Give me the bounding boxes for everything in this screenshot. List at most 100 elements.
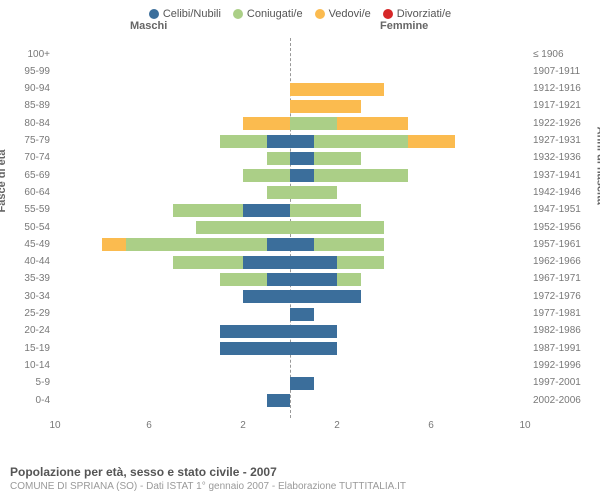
birth-year-label: 2002-2006 — [533, 396, 595, 406]
bar-segment — [314, 135, 408, 148]
female-bar — [290, 290, 361, 303]
pyramid-row — [55, 135, 525, 148]
legend-item: Divorziati/e — [383, 8, 451, 20]
age-label: 15-19 — [0, 344, 50, 354]
pyramid-row — [55, 204, 525, 217]
pyramid-row — [55, 65, 525, 78]
age-label: 25-29 — [0, 309, 50, 319]
gender-header: Maschi Femmine — [0, 20, 600, 38]
female-header: Femmine — [380, 20, 428, 32]
bar-segment — [314, 169, 408, 182]
male-bar — [102, 238, 290, 251]
bar-segment — [220, 325, 291, 338]
bar-segment — [220, 273, 267, 286]
pyramid-row — [55, 377, 525, 390]
female-bar — [290, 117, 408, 130]
age-label: 100+ — [0, 50, 50, 60]
pyramid-row — [55, 169, 525, 182]
pyramid-row — [55, 325, 525, 338]
legend-label: Vedovi/e — [329, 8, 371, 20]
bar-segment — [243, 204, 290, 217]
x-tick: 2 — [240, 420, 246, 431]
female-bar — [290, 204, 361, 217]
female-bar — [290, 342, 337, 355]
female-bar — [290, 169, 408, 182]
bar-segment — [220, 342, 291, 355]
bar-segment — [290, 238, 314, 251]
birth-year-label: 1962-1966 — [533, 257, 595, 267]
age-label: 80-84 — [0, 119, 50, 129]
age-label: 35-39 — [0, 274, 50, 284]
age-label: 75-79 — [0, 136, 50, 146]
male-bar — [267, 394, 291, 407]
male-bar — [220, 325, 291, 338]
birth-year-label: 1997-2001 — [533, 378, 595, 388]
bar-segment — [267, 152, 291, 165]
bar-segment — [290, 186, 337, 199]
legend-dot — [149, 9, 159, 19]
bar-segment — [243, 117, 290, 130]
birth-year-label: 1977-1981 — [533, 309, 595, 319]
x-tick: 10 — [519, 420, 530, 431]
bar-segment — [314, 238, 385, 251]
age-label: 90-94 — [0, 84, 50, 94]
bar-segment — [267, 238, 291, 251]
age-label: 85-89 — [0, 101, 50, 111]
pyramid-row — [55, 186, 525, 199]
bar-segment — [243, 256, 290, 269]
age-label: 45-49 — [0, 240, 50, 250]
male-bar — [267, 152, 291, 165]
chart-source: COMUNE DI SPRIANA (SO) - Dati ISTAT 1° g… — [10, 481, 406, 492]
female-bar — [290, 325, 337, 338]
pyramid-row — [55, 273, 525, 286]
bar-segment — [267, 135, 291, 148]
bar-segment — [173, 256, 244, 269]
bar-segment — [267, 273, 291, 286]
female-bar — [290, 152, 361, 165]
bar-segment — [102, 238, 126, 251]
legend-item: Vedovi/e — [315, 8, 371, 20]
pyramid-row — [55, 152, 525, 165]
age-label: 60-64 — [0, 188, 50, 198]
female-bar — [290, 238, 384, 251]
female-bar — [290, 100, 361, 113]
pyramid-row — [55, 342, 525, 355]
birth-year-label: 1967-1971 — [533, 274, 595, 284]
female-bar — [290, 273, 361, 286]
birth-year-label: 1907-1911 — [533, 67, 595, 77]
bar-segment — [290, 342, 337, 355]
pyramid-row — [55, 83, 525, 96]
male-bar — [220, 342, 291, 355]
male-bar — [173, 256, 291, 269]
bar-segment — [290, 204, 361, 217]
footer: Popolazione per età, sesso e stato civil… — [10, 465, 406, 492]
female-bar — [290, 256, 384, 269]
birth-year-label: 1947-1951 — [533, 205, 595, 215]
bar-segment — [290, 83, 384, 96]
bar-segment — [408, 135, 455, 148]
pyramid-row — [55, 117, 525, 130]
x-tick: 2 — [334, 420, 340, 431]
age-label: 55-59 — [0, 205, 50, 215]
pyramid-row — [55, 221, 525, 234]
female-bar — [290, 308, 314, 321]
bar-segment — [337, 273, 361, 286]
birth-year-label: 1927-1931 — [533, 136, 595, 146]
bar-segment — [267, 186, 291, 199]
pyramid-row — [55, 359, 525, 372]
legend-item: Coniugati/e — [233, 8, 303, 20]
bar-segment — [196, 221, 290, 234]
birth-year-label: ≤ 1906 — [533, 50, 595, 60]
male-bar — [173, 204, 291, 217]
bar-segment — [243, 169, 290, 182]
male-bar — [243, 169, 290, 182]
female-bar — [290, 186, 337, 199]
bar-segment — [290, 100, 361, 113]
pyramid-row — [55, 256, 525, 269]
bar-segment — [220, 135, 267, 148]
male-header: Maschi — [130, 20, 167, 32]
bar-segment — [126, 238, 267, 251]
age-label: 5-9 — [0, 378, 50, 388]
bar-segment — [267, 394, 291, 407]
birth-year-label: 1917-1921 — [533, 101, 595, 111]
